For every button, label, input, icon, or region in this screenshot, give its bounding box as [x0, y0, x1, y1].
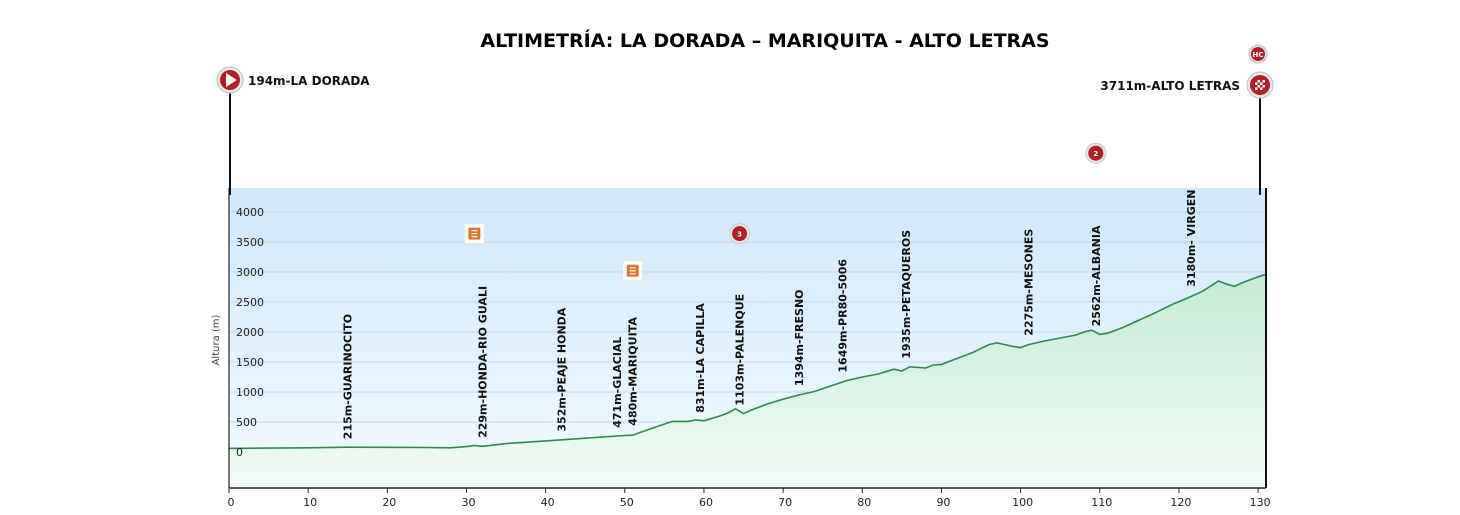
chart-title: ALTIMETRÍA: LA DORADA – MARIQUITA - ALTO… — [480, 29, 1049, 52]
x-tick-label: 90 — [936, 496, 950, 509]
waypoint-label: 1649m-PR80-5006 — [837, 259, 850, 373]
waypoint-label: 1103m-PALENQUE — [734, 294, 747, 406]
start-label: 194m-LA DORADA — [248, 74, 370, 88]
profile-fill — [229, 274, 1266, 488]
x-tick-label: 40 — [541, 496, 555, 509]
y-tick-label: 0 — [236, 446, 243, 459]
waypoint-label: 2562m-ALBANIA — [1090, 225, 1103, 326]
profile-area — [228, 273, 1267, 488]
y-tick-label: 4000 — [236, 206, 264, 219]
start-flag-icon — [216, 66, 244, 94]
x-tick-label: 50 — [620, 496, 634, 509]
y-tick-label: 2500 — [236, 296, 264, 309]
x-tick-label: 130 — [1250, 496, 1271, 509]
x-tick-label: 100 — [1012, 496, 1033, 509]
mountain-2-icon: 2 — [1085, 142, 1107, 164]
mountain-3-icon: 3 — [729, 223, 751, 245]
x-tick-label: 80 — [857, 496, 871, 509]
end-label: 3711m-ALTO LETRAS — [1100, 79, 1240, 93]
x-tick-label: 120 — [1170, 496, 1191, 509]
waypoint-label: 3180m- VIRGEN — [1185, 189, 1198, 286]
x-tick-label: 60 — [699, 496, 713, 509]
x-tick-label: 10 — [303, 496, 317, 509]
sprint-icon — [463, 223, 485, 245]
y-tick-label: 500 — [236, 416, 257, 429]
waypoint-label: 215m-GUARINOCITO — [342, 314, 355, 439]
waypoint-label: 480m-MARIQUITA — [627, 317, 640, 426]
finish-flag-icon — [1246, 71, 1274, 99]
waypoint-label: 471m-GLACIAL — [611, 337, 624, 428]
y-tick-label: 2000 — [236, 326, 264, 339]
waypoint-label: 229m-HONDA-RIO GUALI — [476, 286, 489, 438]
y-tick-labels: 4000 3500 3000 2500 2000 1500 1000 500 0 — [236, 206, 264, 459]
x-tick-label: 30 — [461, 496, 475, 509]
waypoint-label: 2275m-MESONES — [1023, 229, 1036, 336]
x-tick-label: 20 — [382, 496, 396, 509]
svg-text:3: 3 — [737, 231, 742, 239]
svg-text:2: 2 — [1093, 150, 1098, 158]
y-tick-label: 3500 — [236, 236, 264, 249]
svg-text:HC: HC — [1253, 51, 1264, 59]
x-tick-labels: 0 10 20 30 40 50 60 70 80 90 100 110 120 130 — [228, 488, 1271, 509]
x-tick-label: 110 — [1091, 496, 1112, 509]
waypoint-label: 1935m-PETAQUEROS — [900, 230, 913, 359]
y-tick-label: 3000 — [236, 266, 264, 279]
x-tick-label: 70 — [778, 496, 792, 509]
waypoint-label: 831m-LA CAPILLA — [694, 303, 707, 413]
finish-hc-icon: HC — [1248, 44, 1268, 64]
axes — [228, 188, 1267, 489]
category-icons: 32 — [463, 142, 1107, 282]
y-tick-label: 1000 — [236, 386, 264, 399]
profile-line — [228, 273, 1267, 450]
sprint-icon — [622, 260, 644, 282]
waypoint-label: 352m-PEAJE HONDA — [555, 307, 568, 431]
y-tick-label: 1500 — [236, 356, 264, 369]
waypoint-label: 1394m-FRESNO — [793, 289, 806, 386]
x-tick-label: 0 — [228, 496, 235, 509]
y-axis-label: Altura (m) — [211, 314, 222, 365]
waypoint-labels: 215m-GUARINOCITO 229m-HONDA-RIO GUALI 352m… — [342, 189, 1198, 439]
